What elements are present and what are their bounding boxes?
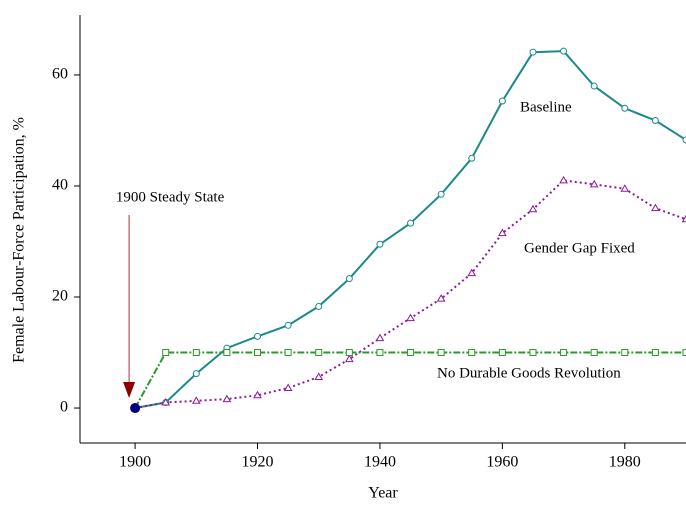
marker bbox=[283, 383, 293, 392]
marker bbox=[590, 82, 598, 90]
x-tick-label: 1940 bbox=[364, 454, 396, 471]
marker bbox=[406, 313, 415, 322]
marker bbox=[253, 390, 262, 399]
y-axis-label: Female Labour-Force Participation, % bbox=[11, 117, 28, 363]
marker bbox=[192, 349, 200, 357]
plot-area bbox=[134, 47, 686, 409]
marker bbox=[621, 104, 629, 112]
marker bbox=[314, 372, 324, 380]
marker bbox=[620, 184, 630, 192]
marker bbox=[651, 203, 660, 212]
marker bbox=[497, 228, 507, 237]
marker bbox=[437, 190, 445, 198]
marker bbox=[528, 204, 538, 213]
marker bbox=[284, 349, 292, 357]
marker bbox=[223, 349, 231, 357]
marker bbox=[559, 175, 568, 184]
marker bbox=[162, 349, 170, 357]
x-tick-label: 1920 bbox=[242, 454, 274, 471]
series-label: Gender Gap Fixed bbox=[524, 240, 635, 256]
marker bbox=[345, 349, 353, 357]
y-tick-label: 20 bbox=[52, 288, 68, 305]
annotation: 1900 Steady State bbox=[116, 189, 225, 205]
marker bbox=[161, 397, 171, 406]
marker bbox=[345, 275, 353, 283]
marker bbox=[315, 302, 323, 310]
marker bbox=[376, 349, 384, 357]
marker bbox=[651, 116, 659, 124]
marker bbox=[529, 48, 537, 56]
x-axis-label: Year bbox=[368, 485, 398, 502]
marker bbox=[344, 354, 354, 363]
marker bbox=[651, 349, 659, 357]
marker bbox=[682, 136, 686, 144]
y-tick-label: 40 bbox=[52, 177, 68, 194]
marker bbox=[498, 349, 506, 357]
marker bbox=[589, 179, 599, 188]
x-tick-label: 1980 bbox=[609, 454, 641, 471]
series-label: No Durable Goods Revolution bbox=[437, 365, 621, 381]
marker bbox=[375, 333, 385, 342]
marker bbox=[681, 214, 686, 223]
series-label: Baseline bbox=[520, 99, 572, 115]
marker bbox=[436, 294, 446, 302]
marker bbox=[498, 97, 506, 105]
marker bbox=[682, 349, 686, 357]
marker bbox=[376, 240, 384, 248]
marker bbox=[254, 332, 262, 340]
marker bbox=[284, 321, 292, 329]
marker bbox=[468, 154, 476, 162]
marker bbox=[407, 219, 415, 227]
x-tick-label: 1960 bbox=[486, 454, 518, 471]
x-tick-label: 1900 bbox=[119, 454, 151, 471]
marker bbox=[560, 47, 568, 55]
steady-state-point bbox=[130, 403, 141, 414]
marker bbox=[437, 349, 445, 357]
marker bbox=[468, 349, 476, 357]
marker bbox=[529, 349, 537, 357]
annotation-arrowhead bbox=[123, 382, 136, 399]
marker bbox=[222, 394, 232, 403]
y-tick-label: 60 bbox=[52, 66, 68, 83]
marker bbox=[254, 349, 262, 357]
marker bbox=[191, 396, 201, 404]
y-tick-label: 0 bbox=[60, 399, 68, 416]
marker bbox=[590, 349, 598, 357]
marker bbox=[621, 349, 629, 357]
marker bbox=[192, 370, 200, 378]
marker bbox=[467, 268, 477, 277]
marker bbox=[560, 349, 568, 357]
marker bbox=[407, 349, 415, 357]
marker bbox=[315, 349, 323, 357]
